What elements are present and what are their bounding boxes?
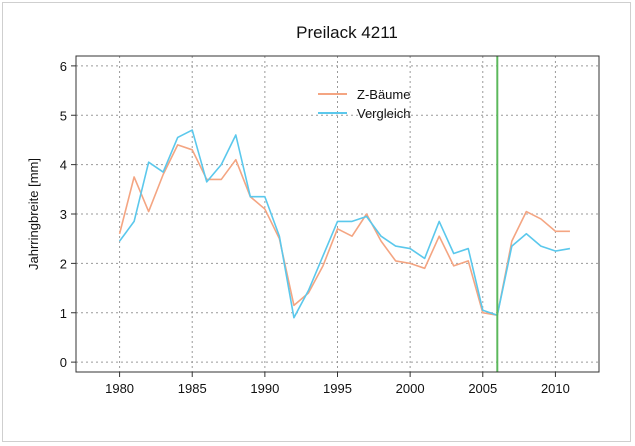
series-line-1 [118, 129, 571, 319]
legend-label: Z-Bäume [357, 87, 410, 102]
y-tick-label: 1 [60, 306, 67, 321]
x-tick-label: 1995 [323, 381, 352, 396]
y-tick-label: 3 [60, 207, 67, 222]
y-axis-label: Jahrringbreite [mm] [26, 158, 41, 270]
x-tick-label: 1980 [105, 381, 134, 396]
y-tick-label: 6 [60, 59, 67, 74]
y-tick-label: 0 [60, 355, 67, 370]
x-tick-label: 2010 [541, 381, 570, 396]
plot-border [75, 55, 600, 373]
y-tick-label: 5 [60, 108, 67, 123]
x-tick-label: 1990 [250, 381, 279, 396]
x-tick-label: 1985 [178, 381, 207, 396]
grid [76, 56, 599, 372]
y-tick-label: 4 [60, 158, 67, 173]
y-tick-label: 2 [60, 256, 67, 271]
x-tick-label: 2005 [468, 381, 497, 396]
chart-title: Preilack 4211 [296, 23, 398, 42]
series-layer [118, 129, 571, 319]
legend-label: Vergleich [357, 106, 410, 121]
chart-frame [2, 2, 631, 442]
axes: 1980 1985 1990 1995 2000 2005 2010 0 1 2 3 4 5 6 [60, 55, 600, 396]
x-tick-label: 2000 [396, 381, 425, 396]
legend: Z-Bäume Vergleich [318, 87, 410, 121]
